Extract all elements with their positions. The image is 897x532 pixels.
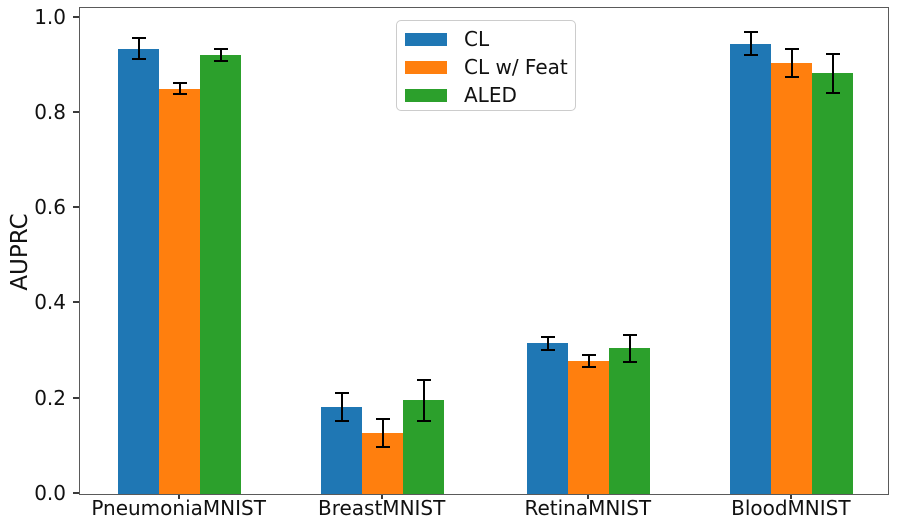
error-bar-cap [416,419,431,422]
error-bar-line [831,53,834,93]
error-bar-cap [825,52,840,55]
error-bar-cap [784,48,799,51]
x-tick-label-retinamnist: RetinaMNIST [524,496,652,520]
error-bar-cap [622,360,637,363]
error-bar-cap [213,48,228,51]
bar-cl-bloodmnist [730,43,772,494]
error-bar-cap [375,446,390,449]
y-tick-label: 0.0 [34,481,66,505]
x-tick-mark [177,494,180,499]
bar-aled-pneumoniamnist [200,55,242,494]
legend-swatch-cl [405,32,447,46]
legend-item-cl-w-feat: CL w/ Feat [405,53,575,81]
x-tick-mark [380,494,383,499]
x-tick-mark [789,494,792,499]
legend: CL CL w/ Feat ALED [396,20,576,111]
error-bar-cap [743,31,758,34]
legend-label: CL [464,27,490,51]
error-bar-line [749,32,752,56]
error-bar-line [587,354,590,368]
y-tick-mark [73,492,79,494]
error-bar-cap [581,366,596,369]
legend-swatch-aled [405,88,447,102]
error-bar-cap [213,59,228,62]
error-bar-cap [131,36,146,39]
error-bar-cap [825,91,840,94]
error-bar-line [219,49,222,61]
error-bar-cap [540,348,555,351]
error-bar-cap [581,353,596,356]
error-bar-cap [540,336,555,339]
x-tick-label-pneumoniamnist: PneumoniaMNIST [91,496,266,520]
error-bar-cap [172,92,187,95]
y-axis-label: AUPRC [7,213,33,291]
error-bar-line [790,49,793,78]
bar-cl-w-feat-bloodmnist [771,63,813,494]
error-bar-line [340,392,343,421]
bar-cl-pneumoniamnist [118,48,160,494]
legend-label: ALED [464,83,517,107]
bar-cl-w-feat-retinamnist [568,361,610,494]
error-bar-cap [784,76,799,79]
error-bar-line [381,418,384,448]
error-bar-cap [622,333,637,336]
x-tick-mark [586,494,589,499]
y-tick-mark [73,396,79,399]
y-tick-label: 1.0 [34,4,66,29]
error-bar-line [546,337,549,350]
bar-cl-retinamnist [527,343,569,494]
legend-swatch-cl-w-feat [405,60,447,74]
legend-item-aled: ALED [405,81,575,109]
error-bar-cap [743,54,758,57]
x-tick-label-breastmnist: BreastMNIST [317,496,446,520]
y-tick-mark [73,110,79,113]
y-tick-mark [73,15,79,18]
y-tick-label: 0.2 [34,385,66,410]
legend-item-cl: CL [405,25,575,53]
error-bar-line [422,379,425,421]
x-tick-label-bloodmnist: BloodMNIST [731,496,851,520]
bar-aled-bloodmnist [812,73,854,494]
error-bar-line [178,83,181,94]
y-tick-mark [73,301,79,304]
error-bar-cap [416,378,431,381]
bar-aled-retinamnist [609,348,651,494]
y-tick-label: 0.6 [34,195,66,220]
error-bar-cap [375,417,390,420]
error-bar-cap [334,391,349,394]
error-bar-cap [334,419,349,422]
plot-area: CL CL w/ Feat ALED [79,7,889,495]
bar-cl-w-feat-pneumoniamnist [159,88,201,494]
error-bar-line [628,334,631,362]
y-tick-label: 0.4 [34,290,66,315]
error-bar-cap [131,58,146,61]
y-tick-label: 0.8 [34,99,66,124]
y-tick-mark [73,206,79,209]
error-bar-line [137,37,140,60]
error-bar-cap [172,82,187,85]
legend-label: CL w/ Feat [464,55,568,79]
